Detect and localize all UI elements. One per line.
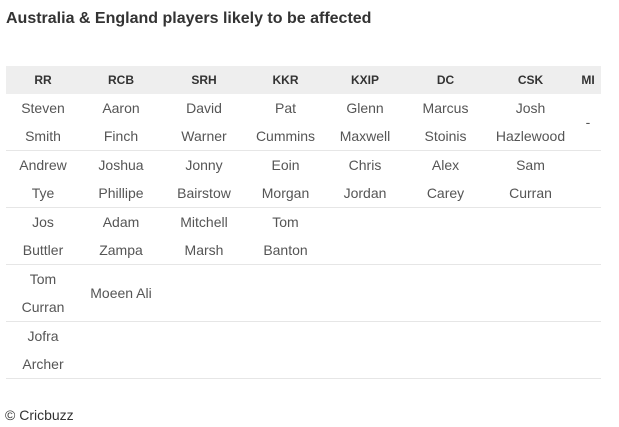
- table-row: Andrew Tye Joshua Phillipe Jonny Bairstow E…: [6, 150, 601, 208]
- player-cell: Jonny Bairstow: [162, 150, 246, 208]
- player-cell: Eoin Morgan: [246, 150, 325, 208]
- column-header: SRH: [162, 66, 246, 94]
- empty-cell: [575, 264, 601, 322]
- empty-cell: [246, 321, 325, 379]
- empty-cell: [325, 207, 405, 265]
- empty-cell: [162, 264, 246, 322]
- table-row: Steven Smith Aaron Finch David Warner Pat C…: [6, 94, 601, 151]
- players-table: RR RCB SRH KKR KXIP DC CSK MI Steven Smith Aaron…: [6, 66, 601, 379]
- player-cell: -: [575, 94, 601, 151]
- empty-cell: [325, 321, 405, 379]
- title: Australia & England players likely to be…: [6, 10, 372, 27]
- player-cell: David Warner: [162, 94, 246, 151]
- player-cell: Joshua Phillipe: [80, 150, 162, 208]
- column-header: MI: [575, 66, 601, 94]
- player-cell: Mitchell Marsh: [162, 207, 246, 265]
- player-cell: Marcus Stoinis: [405, 94, 486, 151]
- empty-cell: [405, 207, 486, 265]
- empty-cell: [575, 150, 601, 208]
- player-cell: Steven Smith: [6, 94, 80, 151]
- player-cell: Jos Buttler: [6, 207, 80, 265]
- player-cell: Pat Cummins: [246, 94, 325, 151]
- empty-cell: [162, 321, 246, 379]
- column-header: RR: [6, 66, 80, 94]
- column-header: CSK: [486, 66, 575, 94]
- empty-cell: [575, 207, 601, 265]
- empty-cell: [405, 321, 486, 379]
- table-row: Jos Buttler Adam Zampa Mitchell Marsh Tom B…: [6, 207, 601, 265]
- player-cell: Aaron Finch: [80, 94, 162, 151]
- table-row: Tom Curran Moeen Ali: [6, 264, 601, 322]
- empty-cell: [575, 321, 601, 379]
- footer: © Cricbuzz: [5, 407, 74, 423]
- empty-cell: [325, 264, 405, 322]
- empty-cell: [405, 264, 486, 322]
- player-cell: Tom Banton: [246, 207, 325, 265]
- empty-cell: [486, 321, 575, 379]
- column-header: DC: [405, 66, 486, 94]
- column-header: KXIP: [325, 66, 405, 94]
- player-cell: Moeen Ali: [80, 264, 162, 322]
- empty-cell: [486, 207, 575, 265]
- player-cell: Adam Zampa: [80, 207, 162, 265]
- player-cell: Chris Jordan: [325, 150, 405, 208]
- empty-cell: [486, 264, 575, 322]
- player-cell: Glenn Maxwell: [325, 94, 405, 151]
- player-cell: Sam Curran: [486, 150, 575, 208]
- table-body: Steven Smith Aaron Finch David Warner Pat C…: [6, 94, 601, 379]
- player-cell: Josh Hazlewood: [486, 94, 575, 151]
- player-cell: Andrew Tye: [6, 150, 80, 208]
- table-row: Jofra Archer: [6, 321, 601, 379]
- player-cell: Alex Carey: [405, 150, 486, 208]
- column-header: KKR: [246, 66, 325, 94]
- empty-cell: [246, 264, 325, 322]
- header-row: RR RCB SRH KKR KXIP DC CSK MI: [6, 66, 601, 94]
- player-cell: Tom Curran: [6, 264, 80, 322]
- column-header: RCB: [80, 66, 162, 94]
- player-cell: Jofra Archer: [6, 321, 80, 379]
- empty-cell: [80, 321, 162, 379]
